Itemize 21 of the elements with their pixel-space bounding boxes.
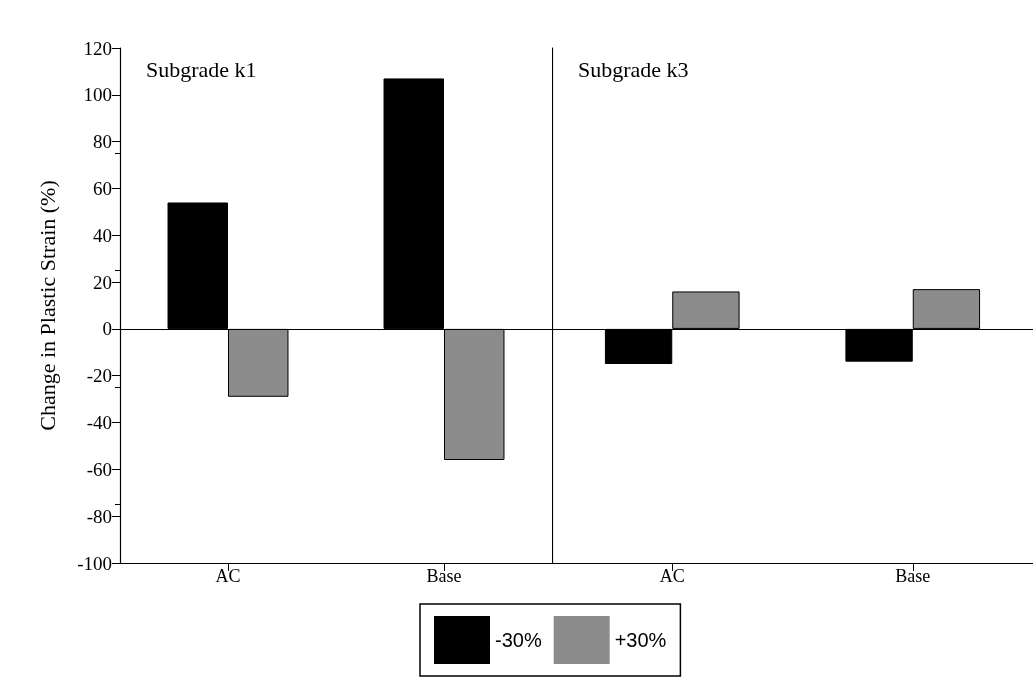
y-tick-label: 80	[93, 131, 112, 153]
y-tick-label: 120	[83, 37, 112, 59]
y-tick-label: 40	[93, 224, 112, 246]
x-tick-label: Base	[426, 566, 462, 586]
y-tick-label: 20	[93, 271, 112, 293]
x-tick-label: AC	[215, 566, 241, 586]
y-tick-label: 100	[83, 84, 112, 106]
x-tick-label: AC	[659, 566, 685, 586]
legend-label: -30%	[495, 629, 542, 651]
y-tick-label: -40	[86, 412, 112, 434]
y-axis-title: Change in Plastic Strain (%)	[34, 180, 60, 431]
y-tick-label: 60	[93, 177, 112, 199]
annotation: Subgrade k1	[146, 56, 257, 82]
y-tick-label: -100	[77, 552, 112, 574]
y-tick-label: -60	[86, 458, 112, 480]
y-tick-label: -80	[86, 505, 112, 527]
legend-label: +30%	[614, 629, 667, 651]
x-tick-label: Base	[895, 566, 931, 586]
y-tick-label: 0	[102, 318, 112, 340]
annotation: Subgrade k3	[578, 56, 689, 82]
y-tick-label: -20	[86, 365, 112, 387]
